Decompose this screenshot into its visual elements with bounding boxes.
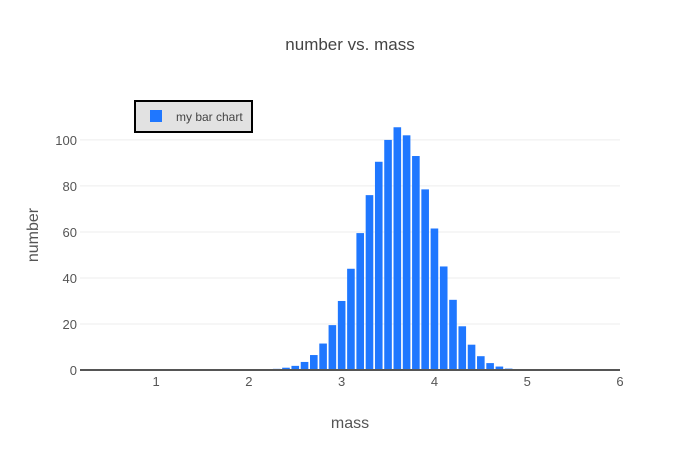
x-tick-label: 3 [338,374,345,389]
axes: 0 20 40 60 80 100 1 2 3 4 5 6 [55,133,623,389]
bar[interactable] [412,156,420,370]
bar[interactable] [467,344,476,370]
bar[interactable] [337,300,346,370]
x-tick-label: 1 [152,374,159,389]
legend-label: my bar chart [176,110,243,124]
y-tick-label: 80 [63,179,77,194]
y-tick-label: 40 [63,271,77,286]
bar[interactable] [421,189,429,370]
bar[interactable] [310,355,318,370]
chart-title: number vs. mass [285,35,414,54]
bar[interactable] [477,356,485,370]
bar[interactable] [282,367,290,370]
bar[interactable] [365,195,374,370]
bar[interactable] [356,233,365,370]
y-tick-label: 100 [55,133,77,148]
y-axis-title: number [25,207,42,262]
bar[interactable] [458,326,467,370]
x-tick-label: 5 [524,374,531,389]
bar[interactable] [393,127,402,370]
x-tick-label: 4 [431,374,438,389]
bar[interactable] [402,135,411,370]
bars [263,127,532,370]
bar[interactable] [486,363,494,370]
x-tick-label: 6 [616,374,623,389]
bar[interactable] [291,365,300,370]
bar[interactable] [439,266,448,370]
legend-swatch [150,110,162,122]
y-tick-label: 60 [63,225,77,240]
bar[interactable] [495,366,504,370]
bar[interactable] [328,325,337,370]
bar[interactable] [347,268,355,370]
bar[interactable] [430,228,439,370]
y-tick-label: 20 [63,317,77,332]
bar[interactable] [300,361,309,370]
legend-box [134,100,253,133]
y-tick-label: 0 [70,363,77,378]
gridlines [80,139,620,325]
x-tick-label: 2 [245,374,252,389]
bar[interactable] [319,343,327,370]
bar[interactable] [384,139,392,370]
bar[interactable] [374,161,383,370]
x-axis-title: mass [331,415,369,432]
bar[interactable] [449,299,457,370]
legend[interactable]: my bar chart [134,100,253,133]
